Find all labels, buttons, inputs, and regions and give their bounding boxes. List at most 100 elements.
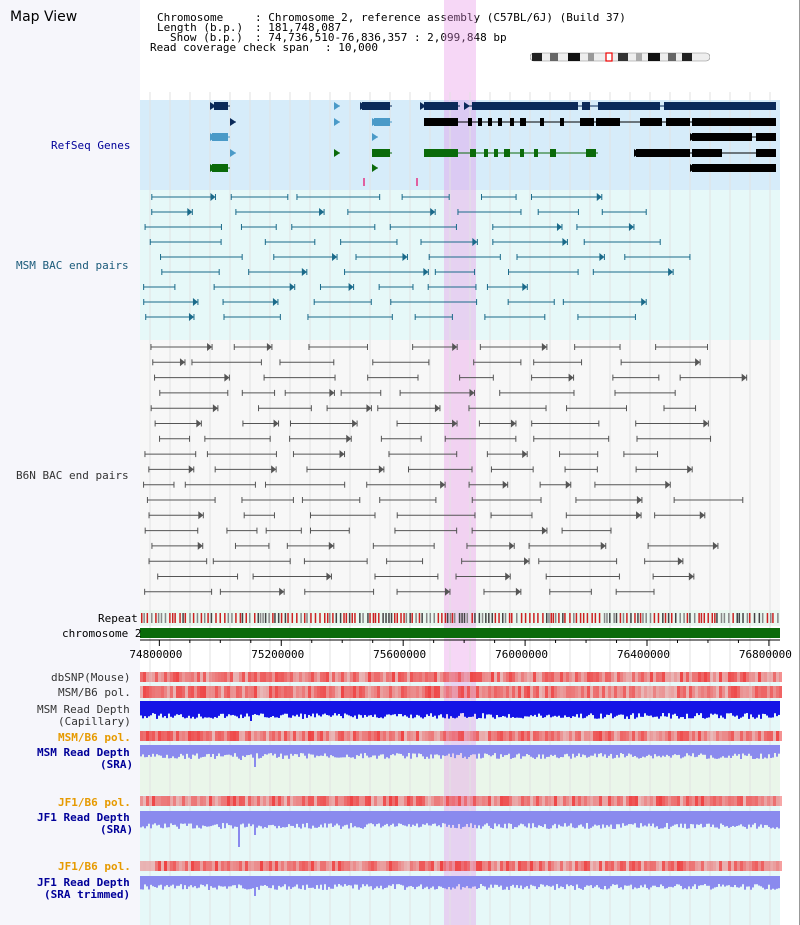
polymorphism-bin <box>731 672 734 682</box>
depth-bin <box>524 745 526 757</box>
depth-bin <box>294 701 296 717</box>
depth-bin <box>566 876 568 885</box>
track-label-repeat[interactable]: Repeat <box>98 612 138 625</box>
depth-bin <box>384 811 386 825</box>
polymorphism-bin <box>218 796 221 806</box>
depth-bin <box>288 811 290 825</box>
polymorphism-bin <box>425 672 428 682</box>
polymorphism-bin <box>401 731 404 741</box>
depth-bin <box>574 811 576 829</box>
polymorphism-bin <box>266 861 269 871</box>
polymorphism-bin <box>215 731 218 741</box>
depth-bin <box>482 811 484 827</box>
track-label-msm-depth-sra[interactable]: MSM Read Depth <box>37 746 130 759</box>
depth-bin <box>180 701 182 715</box>
polymorphism-bin <box>620 796 623 806</box>
polymorphism-bin <box>632 672 635 682</box>
gene-exon <box>550 149 556 157</box>
depth-bin <box>388 745 390 759</box>
depth-bin <box>406 745 408 757</box>
depth-bin <box>152 811 154 825</box>
depth-bin <box>554 701 556 716</box>
depth-bin <box>692 811 694 825</box>
depth-bin <box>712 876 714 889</box>
depth-bin <box>304 876 306 890</box>
depth-bin <box>604 876 606 886</box>
depth-bin <box>678 811 680 828</box>
polymorphism-bin <box>524 861 527 871</box>
depth-bin <box>514 745 516 758</box>
polymorphism-bin <box>317 731 320 741</box>
repeat-element <box>272 613 274 623</box>
polymorphism-bin <box>695 686 698 698</box>
depth-bin <box>156 876 158 888</box>
track-label-b6n-bac[interactable]: B6N BAC end pairs <box>16 469 129 482</box>
track-label-jf1-b6-pol[interactable]: JF1/B6 pol. <box>58 796 131 809</box>
b6n-bac-track[interactable] <box>140 340 780 610</box>
track-label-msm-depth-sra-sub: (SRA) <box>100 758 134 771</box>
polymorphism-bin <box>470 731 473 741</box>
polymorphism-bin <box>653 672 656 682</box>
track-label-jf1-depth-sra[interactable]: JF1 Read Depth <box>37 811 130 824</box>
polymorphism-bin <box>671 672 674 682</box>
depth-bin <box>350 701 352 717</box>
depth-bin <box>272 876 274 886</box>
depth-bin <box>238 701 240 719</box>
depth-bin <box>286 745 288 756</box>
depth-bin <box>628 701 630 719</box>
track-label-dbsnp[interactable]: dbSNP(Mouse) <box>51 671 131 684</box>
depth-bin <box>778 811 780 829</box>
repeat-element <box>594 613 597 623</box>
depth-bin <box>730 745 732 759</box>
polymorphism-bin <box>578 686 581 698</box>
polymorphism-bin <box>245 686 248 698</box>
repeat-element <box>529 613 531 623</box>
gene-exon <box>692 164 776 172</box>
depth-bin <box>656 701 658 717</box>
repeat-element <box>174 613 176 623</box>
polymorphism-bin <box>215 796 218 806</box>
polymorphism-bin <box>515 796 518 806</box>
depth-bin <box>618 701 620 715</box>
refseq-track[interactable] <box>140 100 780 190</box>
repeat-element <box>296 613 298 623</box>
depth-bin <box>438 701 440 716</box>
track-label-refseq[interactable]: RefSeq Genes <box>51 139 131 152</box>
polymorphism-bin <box>548 672 551 682</box>
polymorphism-bin <box>500 686 503 698</box>
polymorphism-bin <box>371 796 374 806</box>
b6n-pair-arrow <box>444 587 450 596</box>
depth-bin <box>640 701 642 717</box>
gene-exon <box>488 118 492 126</box>
polymorphism-bin <box>254 861 257 871</box>
polymorphism-bin <box>176 731 179 741</box>
polymorphism-bin <box>704 796 707 806</box>
track-label-msm-b6-pol-sra[interactable]: MSM/B6 pol. <box>58 731 131 744</box>
track-label-msm-bac[interactable]: MSM BAC end pairs <box>16 259 129 272</box>
track-label-jf1-b6-pol-trimmed[interactable]: JF1/B6 pol. <box>58 860 131 873</box>
polymorphism-bin <box>365 672 368 682</box>
depth-bin <box>638 701 640 714</box>
repeat-element <box>189 613 191 623</box>
msm-bac-track[interactable] <box>140 190 780 340</box>
polymorphism-bin <box>692 686 695 698</box>
track-label-msm-b6-pol[interactable]: MSM/B6 pol. <box>58 686 131 699</box>
track-label-msm-depth-capillary[interactable]: MSM Read Depth <box>37 703 130 716</box>
polymorphism-bin <box>497 686 500 698</box>
depth-bin <box>460 811 462 829</box>
polymorphism-bin <box>362 686 365 698</box>
depth-bin <box>346 876 348 886</box>
b6n-pair-arrow <box>339 450 345 459</box>
depth-bin <box>766 876 768 889</box>
chromosome-ideogram[interactable] <box>530 52 710 62</box>
repeat-element <box>552 613 555 623</box>
polymorphism-bin <box>572 672 575 682</box>
polymorphism-bin <box>248 686 251 698</box>
chromosome-bar[interactable] <box>140 628 780 638</box>
track-label-chromosome[interactable]: chromosome 2 <box>62 627 142 640</box>
repeat-element <box>378 613 380 623</box>
polymorphism-bin <box>287 796 290 806</box>
track-label-jf1-depth-trimmed[interactable]: JF1 Read Depth <box>37 876 130 889</box>
